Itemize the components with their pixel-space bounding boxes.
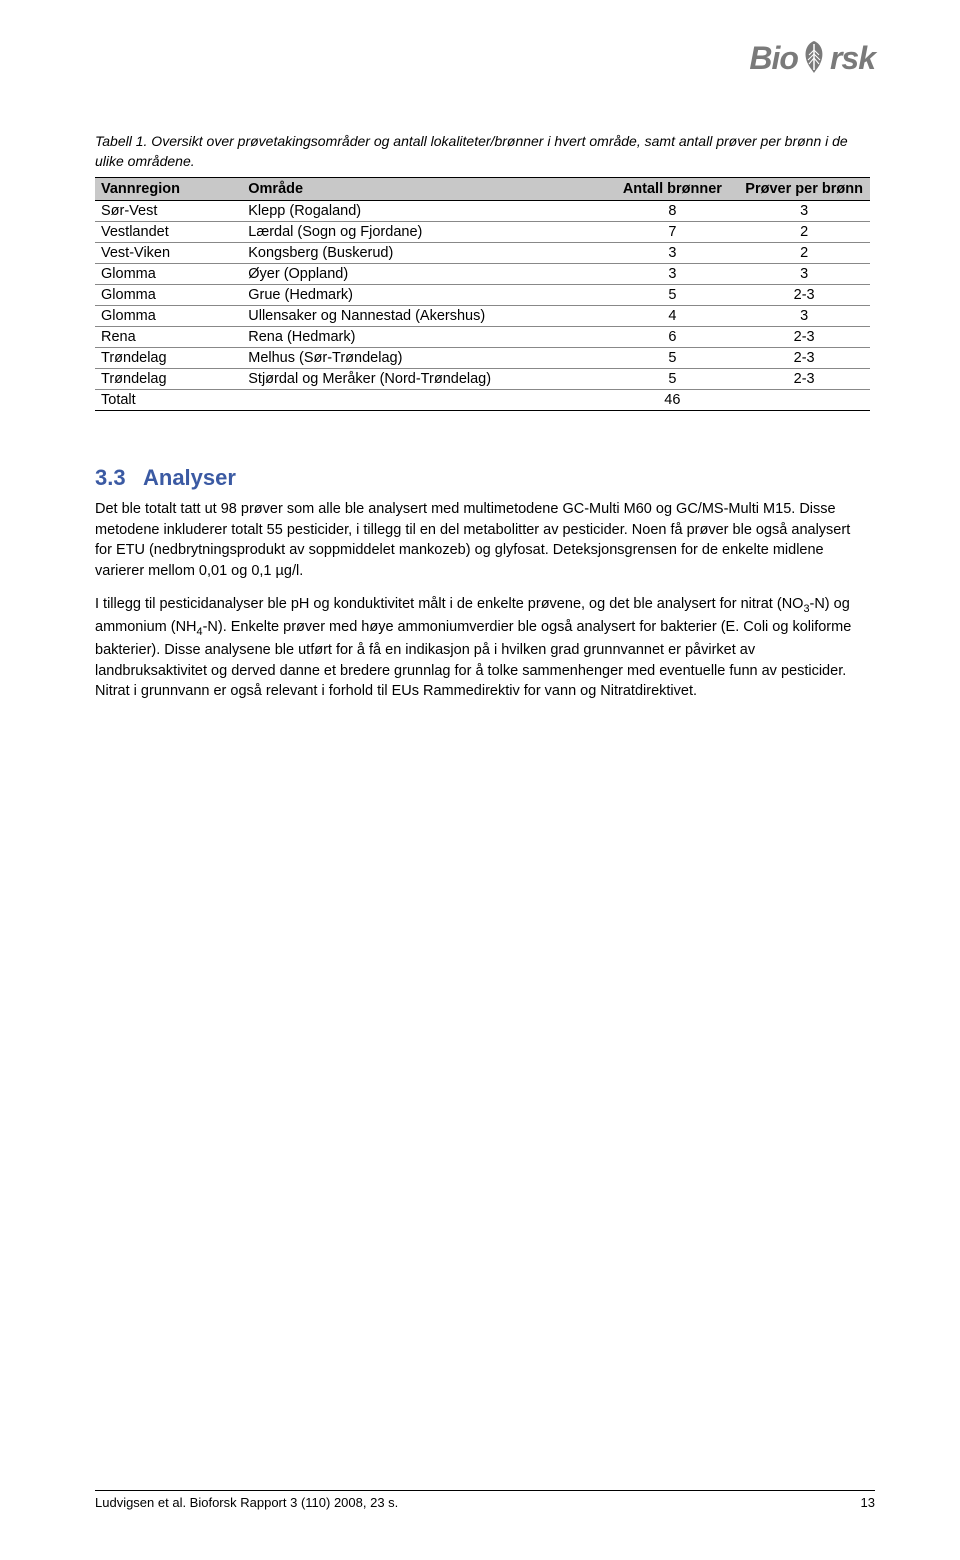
table-cell: 46 <box>607 390 739 411</box>
table-cell: 4 <box>607 306 739 327</box>
table-cell: Vestlandet <box>95 222 242 243</box>
table-cell: 2-3 <box>738 369 870 390</box>
logo-suffix: rsk <box>830 40 875 77</box>
table-cell: Rena <box>95 327 242 348</box>
table-cell: 5 <box>607 348 739 369</box>
table-cell: Trøndelag <box>95 369 242 390</box>
table-row: Sør-VestKlepp (Rogaland)83 <box>95 201 870 222</box>
page-number: 13 <box>861 1495 875 1510</box>
table-cell: Klepp (Rogaland) <box>242 201 606 222</box>
table-row: GlommaUllensaker og Nannestad (Akershus)… <box>95 306 870 327</box>
table-cell: 3 <box>738 306 870 327</box>
table-cell: 2-3 <box>738 327 870 348</box>
table-cell: Melhus (Sør-Trøndelag) <box>242 348 606 369</box>
page-footer: Ludvigsen et al. Bioforsk Rapport 3 (110… <box>95 1490 875 1510</box>
table-row: GlommaØyer (Oppland)33 <box>95 264 870 285</box>
col-header: Antall brønner <box>607 178 739 201</box>
table-cell: Grue (Hedmark) <box>242 285 606 306</box>
table-cell: Vest-Viken <box>95 243 242 264</box>
table-cell: 7 <box>607 222 739 243</box>
section-number: 3.3 <box>95 465 143 491</box>
paragraph: Det ble totalt tatt ut 98 prøver som all… <box>95 499 870 581</box>
col-header: Vannregion <box>95 178 242 201</box>
table-cell: 6 <box>607 327 739 348</box>
table-row: Totalt 46 <box>95 390 870 411</box>
section-body: Det ble totalt tatt ut 98 prøver som all… <box>95 499 870 702</box>
table-cell: Sør-Vest <box>95 201 242 222</box>
footer-citation: Ludvigsen et al. Bioforsk Rapport 3 (110… <box>95 1495 398 1510</box>
table-cell: 3 <box>738 264 870 285</box>
table-cell: 3 <box>607 243 739 264</box>
table-cell: 3 <box>607 264 739 285</box>
table-cell: Glomma <box>95 264 242 285</box>
leaf-icon <box>800 38 828 79</box>
table-cell: Rena (Hedmark) <box>242 327 606 348</box>
table-row: GlommaGrue (Hedmark)52-3 <box>95 285 870 306</box>
table-body: Sør-VestKlepp (Rogaland)83VestlandetLærd… <box>95 201 870 411</box>
table-row: RenaRena (Hedmark)62-3 <box>95 327 870 348</box>
section-title: Analyser <box>143 465 236 490</box>
table-cell: 5 <box>607 285 739 306</box>
table-cell: Totalt <box>95 390 242 411</box>
table-cell: Lærdal (Sogn og Fjordane) <box>242 222 606 243</box>
table-cell: Kongsberg (Buskerud) <box>242 243 606 264</box>
table-cell: Trøndelag <box>95 348 242 369</box>
table-cell: 5 <box>607 369 739 390</box>
table-header-row: Vannregion Område Antall brønner Prøver … <box>95 178 870 201</box>
table-cell <box>738 390 870 411</box>
table-cell: 2-3 <box>738 348 870 369</box>
paragraph: I tillegg til pesticidanalyser ble pH og… <box>95 594 870 702</box>
table-caption: Tabell 1. Oversikt over prøvetakingsområ… <box>95 132 870 171</box>
table-row: Vest-VikenKongsberg (Buskerud)32 <box>95 243 870 264</box>
col-header: Område <box>242 178 606 201</box>
col-header: Prøver per brønn <box>738 178 870 201</box>
table-row: TrøndelagStjørdal og Meråker (Nord-Trønd… <box>95 369 870 390</box>
table-cell: 2 <box>738 243 870 264</box>
table-cell <box>242 390 606 411</box>
data-table: Vannregion Område Antall brønner Prøver … <box>95 177 870 411</box>
logo: Bio rsk <box>749 38 875 79</box>
table-cell: Ullensaker og Nannestad (Akershus) <box>242 306 606 327</box>
table-cell: Glomma <box>95 285 242 306</box>
table-cell: 2 <box>738 222 870 243</box>
table-cell: Stjørdal og Meråker (Nord-Trøndelag) <box>242 369 606 390</box>
section-heading: 3.3Analyser <box>95 465 870 491</box>
table-cell: 2-3 <box>738 285 870 306</box>
table-row: VestlandetLærdal (Sogn og Fjordane)72 <box>95 222 870 243</box>
logo-prefix: Bio <box>749 40 798 77</box>
table-cell: Glomma <box>95 306 242 327</box>
table-cell: Øyer (Oppland) <box>242 264 606 285</box>
table-cell: 3 <box>738 201 870 222</box>
table-row: TrøndelagMelhus (Sør-Trøndelag)52-3 <box>95 348 870 369</box>
table-cell: 8 <box>607 201 739 222</box>
